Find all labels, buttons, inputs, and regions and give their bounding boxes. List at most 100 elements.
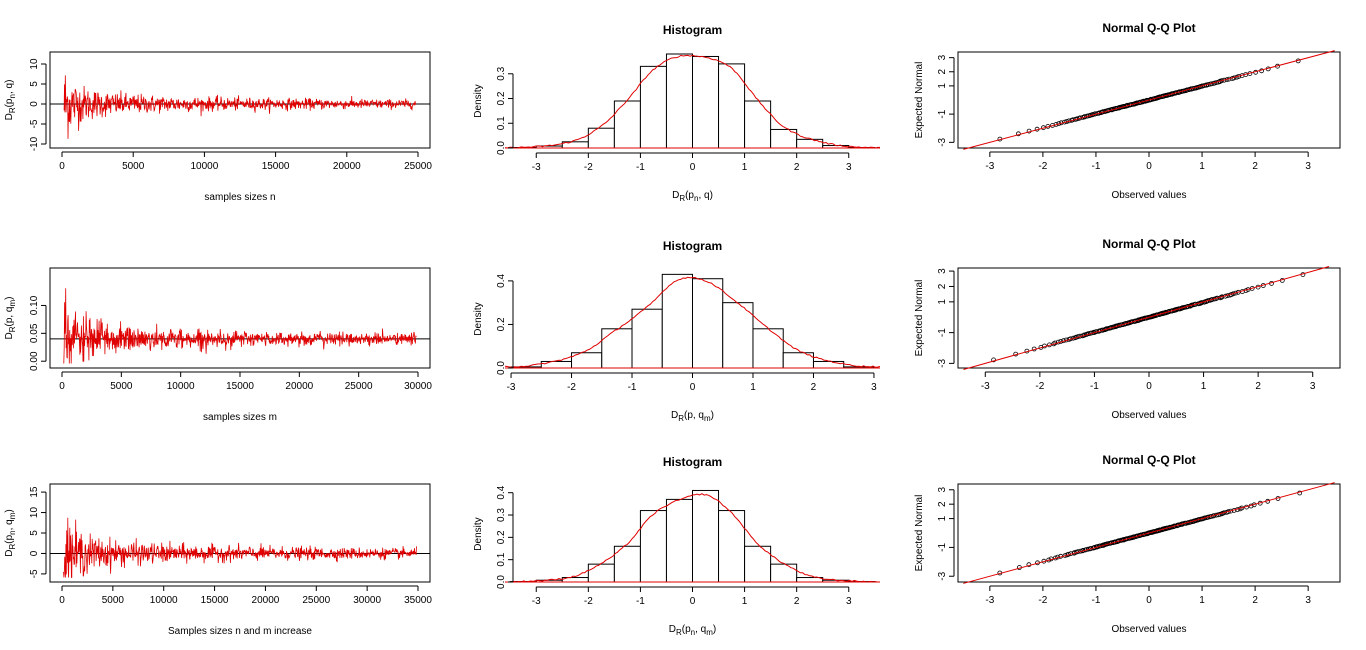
y-tick-label: 2 xyxy=(937,501,948,507)
label-part: ) xyxy=(711,410,714,421)
x-tick-label: 35000 xyxy=(404,595,432,606)
y-tick-label: 0.4 xyxy=(496,485,507,499)
x-tick-label: -1 xyxy=(1091,595,1100,606)
label-part: ) xyxy=(4,509,15,512)
y-tick-label: 15 xyxy=(29,486,40,498)
histogram-bar xyxy=(692,55,720,149)
qq-reference-line xyxy=(963,482,1335,584)
histogram-bar xyxy=(722,302,754,369)
x-tick-label: -2 xyxy=(584,162,593,173)
y-tick-label: 0.00 xyxy=(29,351,40,371)
x-tick-label: -1 xyxy=(628,382,637,393)
qq-point xyxy=(1180,521,1186,527)
histogram-title: Histogram xyxy=(663,23,722,37)
label-part: D xyxy=(672,190,679,201)
x-axis-label: Observed values xyxy=(1111,410,1186,421)
label-part: (p xyxy=(682,624,691,635)
x-tick-label: -2 xyxy=(1035,381,1044,392)
y-axis-label: Expected Normal xyxy=(914,495,925,572)
x-tick-label: -3 xyxy=(532,162,541,173)
x-tick-label: 2 xyxy=(794,162,800,173)
y-axis-label: Density xyxy=(473,84,484,117)
x-tick-label: 0 xyxy=(59,381,65,392)
y-tick-label: 0.2 xyxy=(496,91,507,105)
x-tick-label: -3 xyxy=(985,595,994,606)
x-tick-label: -3 xyxy=(507,382,516,393)
qq-point xyxy=(1182,520,1188,526)
label-part: m xyxy=(706,628,713,637)
qq-point xyxy=(991,357,996,363)
x-tick-label: -3 xyxy=(532,596,541,607)
density-curve xyxy=(505,493,880,583)
x-tick-label: 20000 xyxy=(252,595,280,606)
y-tick-label: 5 xyxy=(29,530,40,536)
label-part: , q) xyxy=(4,80,15,94)
trace-series-line xyxy=(63,288,417,364)
label-part: n xyxy=(691,628,695,637)
y-tick-label: 0 xyxy=(29,550,40,556)
histogram-bar xyxy=(812,360,845,369)
y-tick-label: 0.2 xyxy=(496,317,507,331)
histogram-bar xyxy=(587,563,615,583)
histogram-bar xyxy=(661,273,693,369)
x-tick-label: 0 xyxy=(690,382,696,393)
plot-frame xyxy=(49,267,431,369)
histogram-bar xyxy=(752,328,784,369)
density-curve xyxy=(504,276,881,368)
trace-panel-0: 0 5000 10000 15000 20000 25000 -10 -5 0 5 10 sample… xyxy=(4,51,432,203)
x-axis-label: samples sizes n xyxy=(204,192,275,203)
x-tick-label: 3 xyxy=(1305,161,1311,172)
y-tick-label: 3 xyxy=(937,268,948,274)
x-tick-label: 2 xyxy=(794,596,800,607)
qq-title: Normal Q-Q Plot xyxy=(1102,453,1195,467)
y-axis-label: Expected Normal xyxy=(914,280,925,357)
histogram-bar xyxy=(718,510,746,583)
x-tick-label: -2 xyxy=(584,596,593,607)
x-tick-label: -1 xyxy=(636,162,645,173)
histogram-bar xyxy=(718,63,746,149)
x-tick-label: 0 xyxy=(59,161,65,172)
label-part: ) xyxy=(4,296,15,299)
y-tick-label: -1 xyxy=(937,109,948,118)
histogram-bar xyxy=(631,308,663,369)
x-tick-label: 20000 xyxy=(333,161,361,172)
x-tick-label: 5000 xyxy=(122,161,145,172)
qq-panel-2: Normal Q-Q Plot -3 -2 -1 0 1 2 3 -3 -1 1 2 3 Observed… xyxy=(914,21,1341,201)
x-tick-label: 1 xyxy=(1199,595,1205,606)
x-tick-label: 3 xyxy=(871,382,877,393)
y-tick-label: 1 xyxy=(937,83,948,89)
y-tick-label: 0.0 xyxy=(496,141,507,155)
x-tick-label: 2 xyxy=(1255,381,1261,392)
x-tick-label: -3 xyxy=(985,161,994,172)
label-part: m xyxy=(704,414,711,423)
y-tick-label: 1 xyxy=(937,515,948,521)
y-tick-label: 1 xyxy=(937,299,948,305)
x-axis-label: Observed values xyxy=(1111,190,1186,201)
y-tick-label: 2 xyxy=(937,283,948,289)
label-part: , q xyxy=(695,624,706,635)
x-tick-label: 10000 xyxy=(150,595,178,606)
y-tick-label: 0.3 xyxy=(496,508,507,522)
density-curve xyxy=(504,54,880,149)
y-axis-label: DR(pn, q) xyxy=(4,80,17,121)
plot-frame xyxy=(957,51,1341,149)
trace-series-line xyxy=(63,517,417,578)
label-part: n xyxy=(8,94,17,98)
label-part: n xyxy=(8,530,17,534)
x-tick-label: -2 xyxy=(1038,595,1047,606)
trace-series-line xyxy=(63,75,417,139)
histogram-panel-7: Histogram -3 -2 -1 0 1 2 3 0.0 0.1 0.2 0.3 0.4 Densit… xyxy=(473,455,880,637)
y-axis-label: Density xyxy=(473,302,484,335)
label-part: D xyxy=(4,550,15,557)
x-tick-label: -1 xyxy=(1090,381,1099,392)
histogram-bar xyxy=(665,53,693,149)
y-tick-label: 10 xyxy=(29,58,40,70)
x-axis-label: DR(pn, qm) xyxy=(669,624,717,637)
histogram-bar xyxy=(692,278,724,369)
x-tick-label: -2 xyxy=(1038,161,1047,172)
histogram-bar xyxy=(796,577,824,583)
x-tick-label: 2 xyxy=(811,382,817,393)
x-tick-label: 25000 xyxy=(345,381,373,392)
x-tick-label: 30000 xyxy=(404,381,432,392)
y-tick-label: 0.10 xyxy=(29,295,40,315)
